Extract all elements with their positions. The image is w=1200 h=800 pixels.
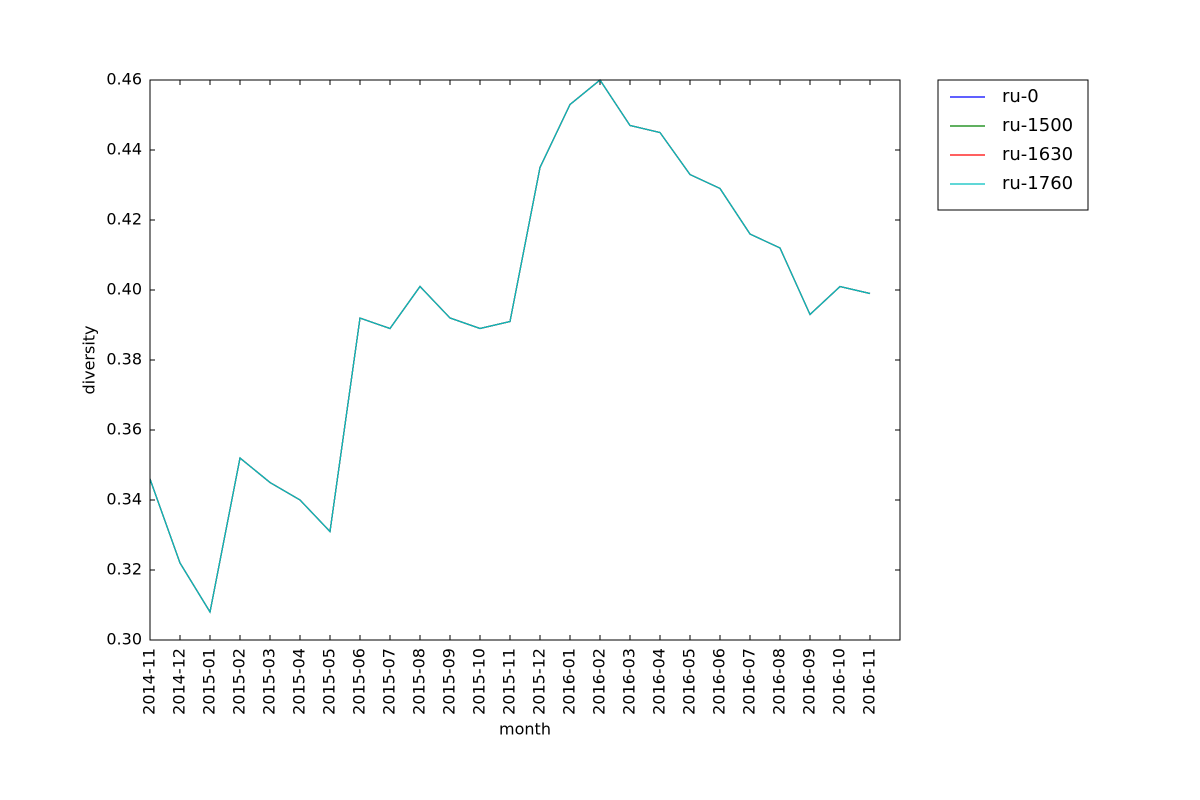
x-axis-label: month <box>499 720 551 739</box>
x-tick-label: 2015-05 <box>320 648 339 715</box>
legend-box <box>937 79 1089 211</box>
legend-label: ru-1500 <box>1002 115 1073 136</box>
x-tick-label: 2016-08 <box>770 648 789 715</box>
x-tick-label: 2016-06 <box>710 648 729 715</box>
y-tick-label: 0.36 <box>106 420 142 439</box>
x-tick-label: 2015-02 <box>230 648 249 715</box>
x-tick-label: 2015-10 <box>470 648 489 715</box>
x-tick-label: 2015-03 <box>260 648 279 715</box>
x-tick-label: 2016-03 <box>620 648 639 715</box>
y-tick-label: 0.38 <box>106 350 142 369</box>
x-tick-label: 2016-11 <box>860 648 879 715</box>
x-tick-label: 2015-06 <box>350 648 369 715</box>
x-tick-label: 2015-11 <box>500 648 519 715</box>
legend-label: ru-1760 <box>1002 173 1073 194</box>
y-tick-label: 0.46 <box>106 70 142 89</box>
x-tick-label: 2016-07 <box>740 648 759 715</box>
legend-label: ru-0 <box>1002 86 1039 107</box>
y-tick-label: 0.30 <box>106 630 142 649</box>
legend-label: ru-1630 <box>1002 144 1073 165</box>
y-tick-label: 0.32 <box>106 560 142 579</box>
x-tick-label: 2015-09 <box>440 648 459 715</box>
series-line <box>149 79 871 614</box>
x-tick-label: 2016-04 <box>650 648 669 715</box>
y-tick-label: 0.42 <box>106 210 142 229</box>
x-tick-label: 2015-01 <box>200 648 219 715</box>
x-tick-label: 2015-12 <box>530 648 549 715</box>
y-tick-label: 0.34 <box>106 490 142 509</box>
x-tick-label: 2016-02 <box>590 648 609 715</box>
y-tick-label: 0.44 <box>106 140 142 159</box>
x-tick-label: 2014-12 <box>170 648 189 715</box>
x-tick-label: 2015-07 <box>380 648 399 715</box>
x-tick-label: 2016-10 <box>830 648 849 715</box>
y-axis-label: diversity <box>80 325 99 394</box>
plot-frame <box>149 79 901 641</box>
x-tick-label: 2016-09 <box>800 648 819 715</box>
x-tick-label: 2014-11 <box>140 648 159 715</box>
x-tick-label: 2016-05 <box>680 648 699 715</box>
x-tick-label: 2015-04 <box>290 648 309 715</box>
x-tick-label: 2015-08 <box>410 648 429 715</box>
y-tick-label: 0.40 <box>106 280 142 299</box>
x-tick-label: 2016-01 <box>560 648 579 715</box>
